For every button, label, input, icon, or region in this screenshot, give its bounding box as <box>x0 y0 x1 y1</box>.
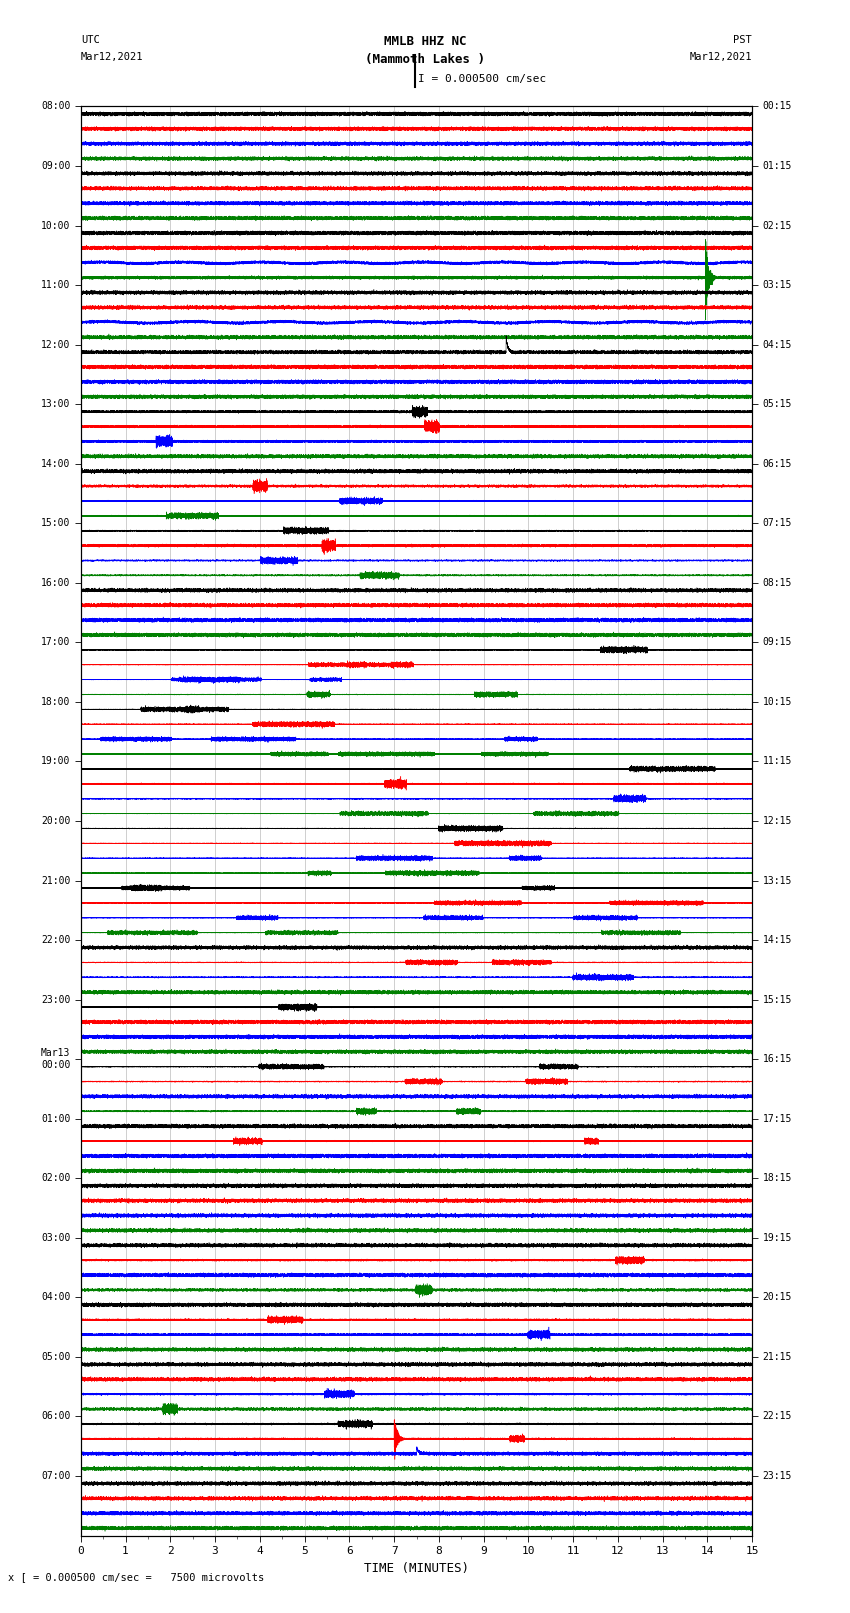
Text: PST: PST <box>734 35 752 45</box>
Text: MMLB HHZ NC: MMLB HHZ NC <box>383 35 467 48</box>
Text: x [ = 0.000500 cm/sec =   7500 microvolts: x [ = 0.000500 cm/sec = 7500 microvolts <box>8 1573 264 1582</box>
X-axis label: TIME (MINUTES): TIME (MINUTES) <box>364 1561 469 1574</box>
Text: Mar12,2021: Mar12,2021 <box>81 52 144 61</box>
Text: (Mammoth Lakes ): (Mammoth Lakes ) <box>365 53 485 66</box>
Text: Mar12,2021: Mar12,2021 <box>689 52 752 61</box>
Text: UTC: UTC <box>81 35 99 45</box>
Text: I = 0.000500 cm/sec: I = 0.000500 cm/sec <box>418 74 547 84</box>
